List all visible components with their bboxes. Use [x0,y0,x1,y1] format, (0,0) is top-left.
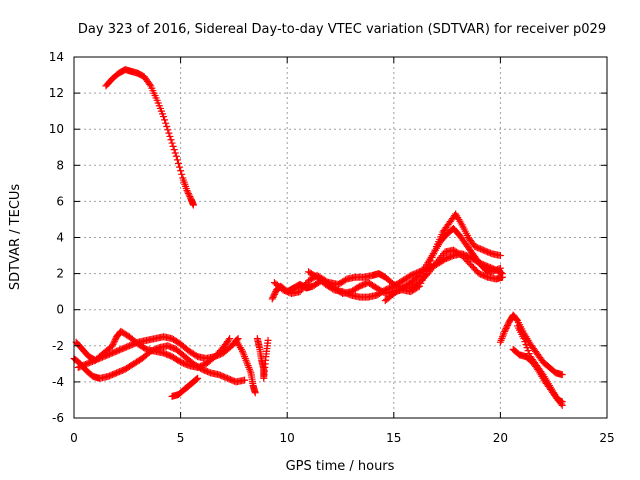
data-point [111,337,119,345]
data-point [269,293,277,301]
data-point [251,389,259,397]
data-point [415,282,423,290]
y-tick-label: 4 [56,231,64,245]
y-tick-label: -6 [52,411,64,425]
data-point [193,375,201,383]
x-tick-label: 15 [386,431,401,445]
data-point [169,142,177,150]
data-point [178,170,186,178]
data-point [501,327,509,335]
data-point [186,193,194,201]
data-point [167,136,175,144]
data-point [418,276,426,284]
x-tick-label: 25 [599,431,614,445]
y-tick-label: 14 [49,50,64,64]
series-segment-g [253,335,272,382]
data-point [225,336,233,344]
data-point [172,152,180,160]
data-point [521,338,529,346]
series-segment-a [102,66,197,209]
data-point [497,269,505,277]
data-point [183,187,191,195]
data-point [241,376,249,384]
data-point [168,139,176,147]
data-point [170,146,178,154]
data-point [174,159,182,167]
data-point [164,126,172,134]
data-point [194,374,202,382]
data-point [523,344,531,352]
data-point [520,335,528,343]
series-segment-f [232,336,259,397]
series-segment-d [74,327,234,371]
data-point [496,252,504,260]
data-point [184,190,192,198]
y-tick-label: -4 [52,375,64,389]
x-tick-label: 5 [177,431,185,445]
data-point [558,401,566,409]
y-axis-label: SDTVAR / TECUs [8,184,23,291]
data-point [192,375,200,383]
data-point [414,283,422,291]
y-tick-label: 8 [56,158,64,172]
y-tick-label: 12 [49,86,64,100]
y-tick-label: 6 [56,194,64,208]
x-tick-label: 0 [70,431,78,445]
data-point [501,326,509,334]
axis-layer: 0 5 10 15 20 25 -6 -4 -2 0 2 4 6 8 10 12 14 [49,50,615,445]
data-point [264,336,272,344]
data-point [420,273,428,281]
data-point [503,323,511,331]
data-point [176,163,184,171]
x-tick-label: 10 [280,431,295,445]
data-point [184,188,192,196]
data-point [270,290,278,298]
data-point [185,191,193,199]
y-tick-label: 2 [56,267,64,281]
data-point [163,122,171,130]
data-point [109,340,117,348]
data-point [417,279,425,287]
x-axis-label: GPS time / hours [286,459,395,474]
data-point [557,400,565,408]
data-point [270,292,278,300]
data-point [110,339,118,347]
data-layer [70,66,566,409]
x-tick-label: 20 [493,431,508,445]
data-point [499,270,507,278]
data-point [177,167,185,175]
data-point [502,324,510,332]
data-point [111,336,119,344]
data-point [525,350,533,358]
data-point [558,371,566,379]
y-tick-label: 10 [49,122,64,136]
series-segment-k [381,224,504,305]
data-point [162,119,170,127]
data-point [108,342,116,350]
y-tick-label: 0 [56,303,64,317]
data-point [496,264,504,272]
data-point [166,132,174,140]
data-point [504,321,512,329]
data-point [160,113,168,121]
y-tick-label: -2 [52,339,64,353]
series-segment-n [513,322,566,409]
data-point [146,80,154,88]
data-point [495,265,503,273]
data-point [173,156,181,164]
data-point [171,149,179,157]
series-segment-e [168,374,202,400]
data-point [226,335,234,343]
data-point [522,341,530,349]
data-point [165,129,173,137]
series-segment-l [496,311,566,379]
data-point [268,295,276,303]
data-point [524,347,532,355]
data-point [189,201,197,209]
grid-layer [74,57,607,418]
chart-title: Day 323 of 2016, Sidereal Day-to-day VTE… [78,22,606,37]
data-point [271,289,279,297]
data-point [161,116,169,124]
